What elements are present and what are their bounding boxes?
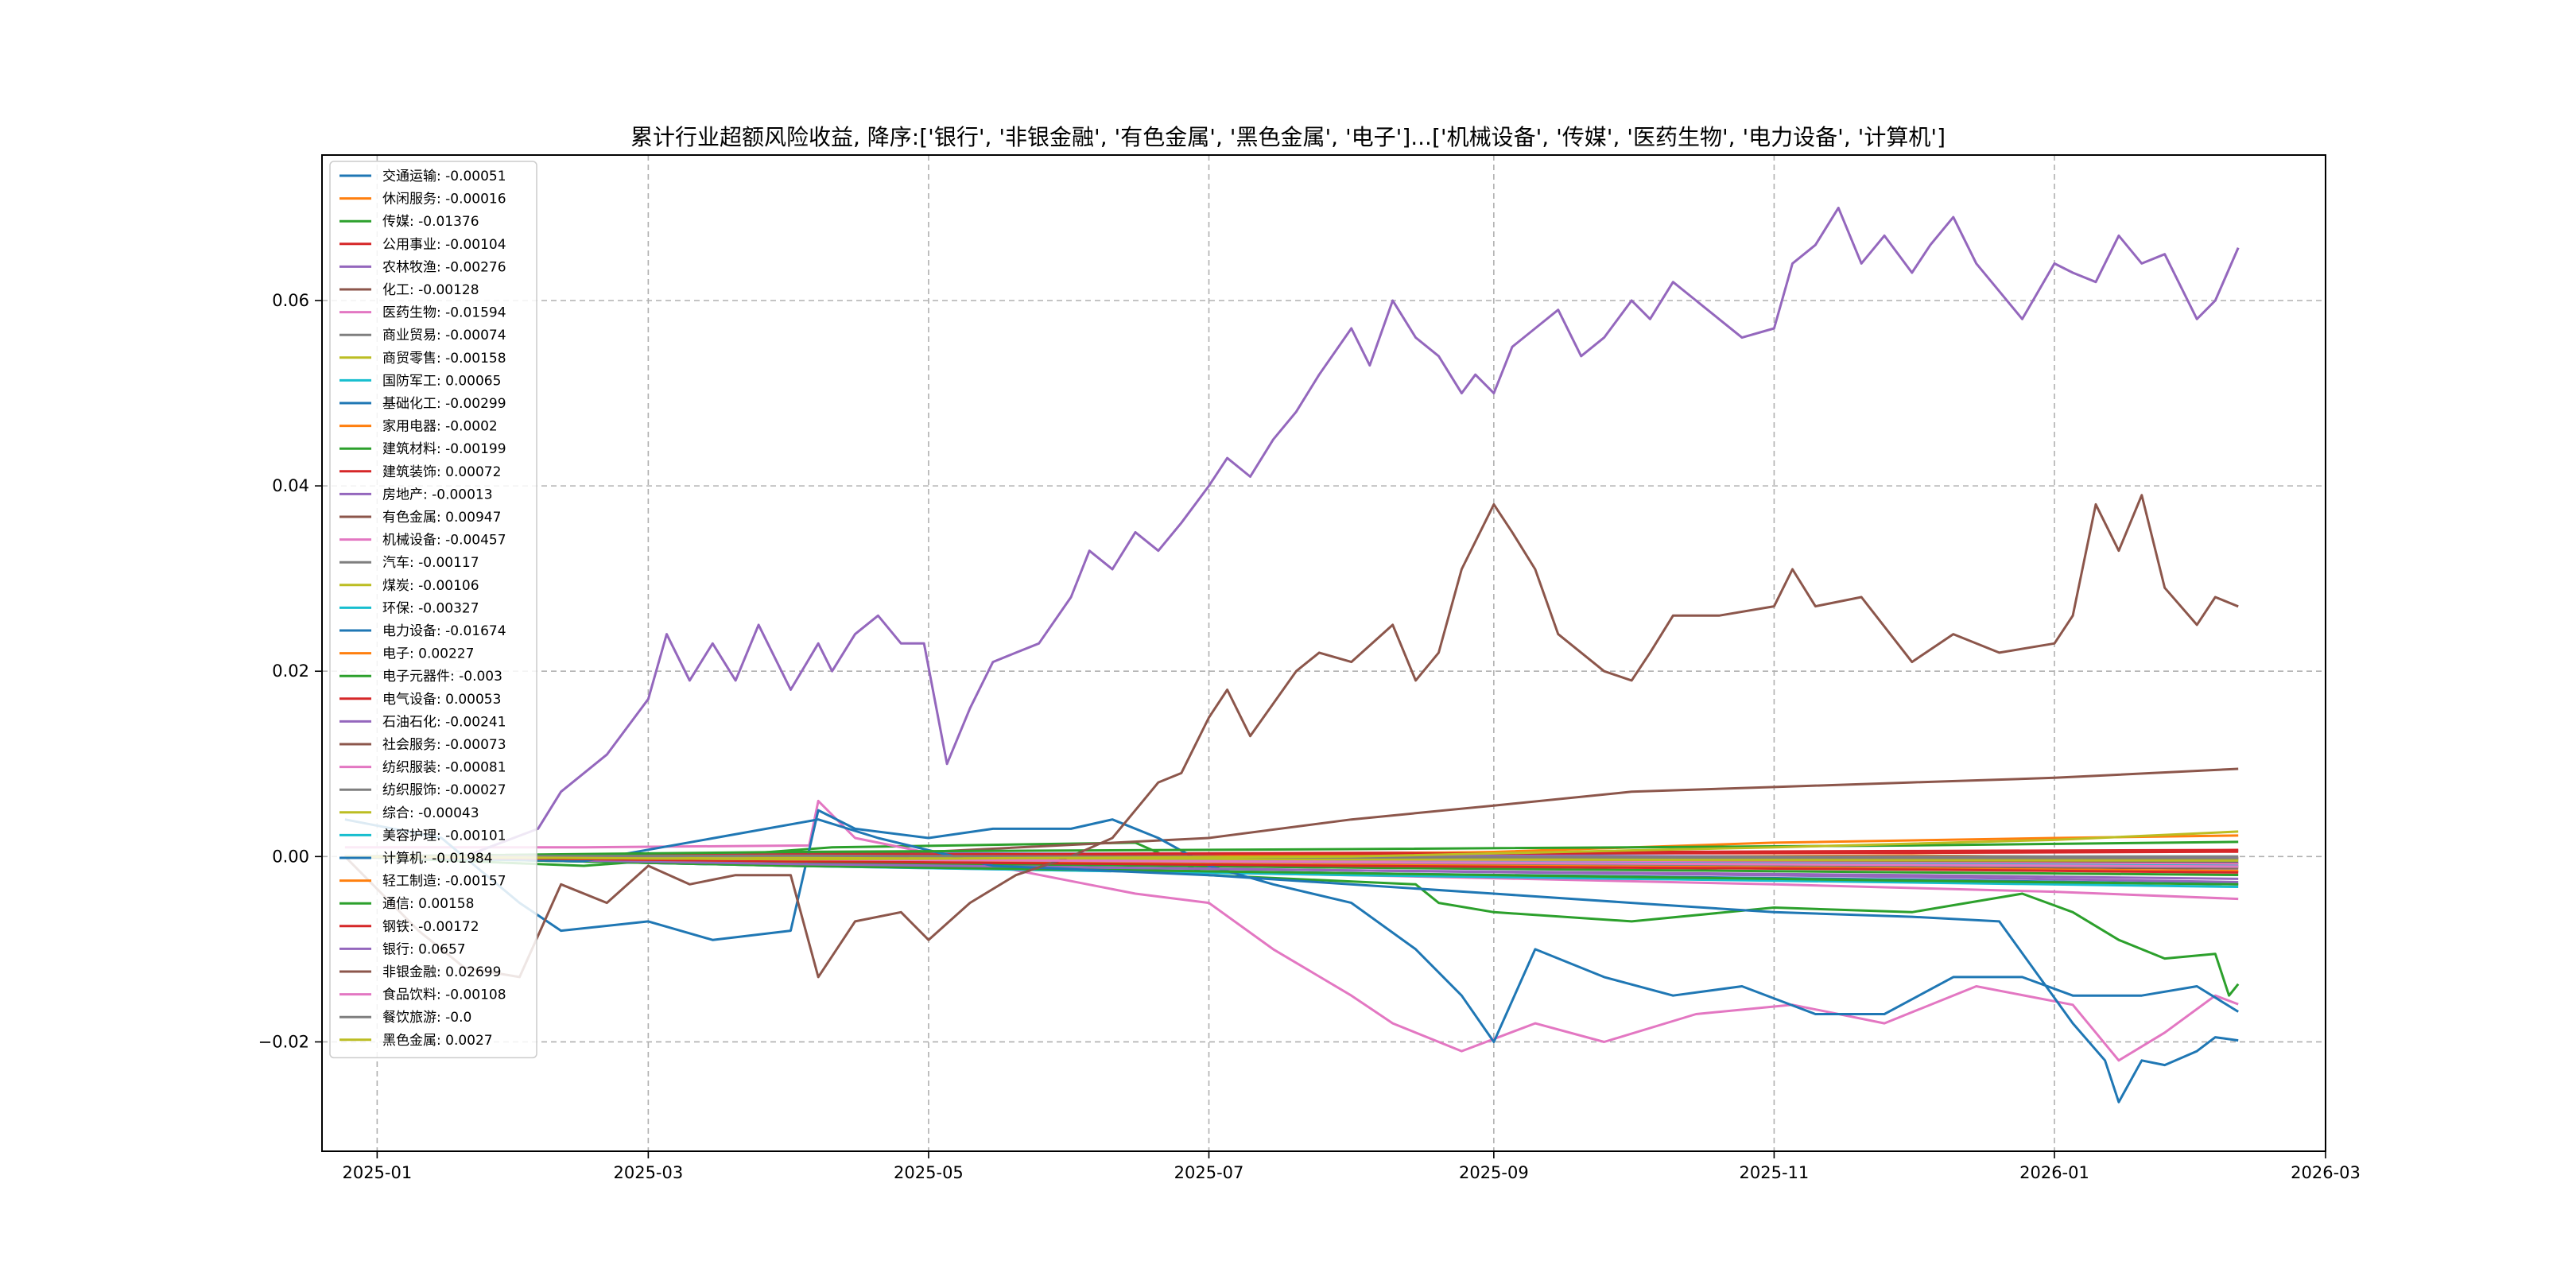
legend-label: 国防军工: 0.00065 xyxy=(382,373,501,389)
legend-label: 银行: 0.0657 xyxy=(382,941,466,957)
x-axis: 2025-01 2025-03 2025-05 2025-07 2025-09 2025-… xyxy=(342,1151,2361,1182)
legend-label: 传媒: -0.01376 xyxy=(382,214,479,230)
y-tick-label: 0.02 xyxy=(272,661,309,681)
series-line-33 xyxy=(344,840,2239,858)
series-line-36 xyxy=(343,494,2239,979)
series-lines xyxy=(343,206,2240,1104)
plot-frame xyxy=(321,154,2326,1152)
legend-label: 餐饮旅游: -0.0 xyxy=(382,1010,471,1026)
chart-title: 累计行业超额风险收益, 降序:['银行', '非银金融', '有色金属', '黑… xyxy=(630,124,1946,150)
legend-label: 电子元器件: -0.003 xyxy=(382,669,502,685)
x-tick-label: 2026-01 xyxy=(2019,1163,2089,1182)
legend-label: 商业贸易: -0.00074 xyxy=(382,328,506,343)
legend-label: 电力设备: -0.01674 xyxy=(382,623,506,639)
legend-label: 公用事业: -0.00104 xyxy=(382,237,506,253)
series-line-31 xyxy=(344,818,2239,1104)
legend-label: 美容护理: -0.00101 xyxy=(382,828,506,844)
legend-label: 基础化工: -0.00299 xyxy=(382,396,506,412)
series-line-34 xyxy=(344,855,2239,874)
legend-label: 环保: -0.00327 xyxy=(382,600,479,616)
legend-label: 汽车: -0.00117 xyxy=(382,555,479,571)
legend-label: 有色金属: 0.00947 xyxy=(382,510,501,526)
series-line-7 xyxy=(344,799,2239,1062)
x-tick-label: 2025-05 xyxy=(894,1163,964,1182)
legend-label: 建筑装饰: 0.00072 xyxy=(382,464,501,480)
legend-label: 非银金融: 0.02699 xyxy=(382,964,501,980)
legend-label: 房地产: -0.00013 xyxy=(382,487,493,502)
y-tick-label: −0.02 xyxy=(258,1032,309,1051)
legend-label: 医药生物: -0.01594 xyxy=(382,305,506,321)
x-tick-label: 2026-03 xyxy=(2291,1163,2361,1182)
x-tick-label: 2025-07 xyxy=(1174,1163,1244,1182)
legend-label: 社会服务: -0.00073 xyxy=(382,737,506,753)
y-axis: −0.02 0.00 0.02 0.04 0.06 xyxy=(258,291,322,1051)
legend-label: 家用电器: -0.0002 xyxy=(382,419,498,435)
legend-label: 综合: -0.00043 xyxy=(382,805,479,821)
legend-label: 电子: 0.00227 xyxy=(382,646,474,662)
legend-label: 建筑材料: -0.00199 xyxy=(382,441,506,457)
legend: 交通运输: -0.00051 休闲服务: -0.00016 传媒: -0.01376… xyxy=(329,161,537,1059)
legend-label: 机械设备: -0.00457 xyxy=(382,533,506,549)
x-tick-label: 2025-11 xyxy=(1740,1163,1810,1182)
legend-label: 休闲服务: -0.00016 xyxy=(382,192,506,208)
legend-label: 农林牧渔: -0.00276 xyxy=(382,259,506,275)
legend-label: 轻工制造: -0.00157 xyxy=(382,874,506,890)
series-line-29 xyxy=(344,855,2239,862)
x-tick-label: 2025-09 xyxy=(1459,1163,1529,1182)
series-line-35 xyxy=(344,206,2240,858)
legend-label: 化工: -0.00128 xyxy=(382,282,479,298)
x-tick-label: 2025-01 xyxy=(342,1163,412,1182)
legend-label: 石油石化: -0.00241 xyxy=(382,714,506,730)
series-line-21 xyxy=(344,809,2239,1043)
legend-label: 电气设备: 0.00053 xyxy=(382,692,501,708)
legend-label: 煤炭: -0.00106 xyxy=(382,578,479,594)
legend-label: 通信: 0.00158 xyxy=(382,896,474,912)
y-tick-label: 0.00 xyxy=(272,847,309,866)
series-line-23 xyxy=(344,855,2239,886)
legend-label: 纺织服装: -0.00081 xyxy=(382,760,506,776)
legend-label: 交通运输: -0.00051 xyxy=(382,169,506,184)
legend-label: 商贸零售: -0.00158 xyxy=(382,351,506,367)
legend-label: 黑色金属: 0.0027 xyxy=(382,1033,493,1049)
legend-box xyxy=(329,161,537,1059)
series-line-25 xyxy=(344,855,2239,880)
legend-label: 钢铁: -0.00172 xyxy=(382,919,479,935)
legend-label: 纺织服饰: -0.00027 xyxy=(382,782,506,798)
y-tick-label: 0.04 xyxy=(272,476,309,495)
series-line-39 xyxy=(344,830,2239,861)
y-tick-label: 0.06 xyxy=(272,291,309,310)
legend-label: 食品饮料: -0.00108 xyxy=(382,987,506,1003)
legend-label: 计算机: -0.01984 xyxy=(382,851,493,867)
x-tick-label: 2025-03 xyxy=(613,1163,683,1182)
